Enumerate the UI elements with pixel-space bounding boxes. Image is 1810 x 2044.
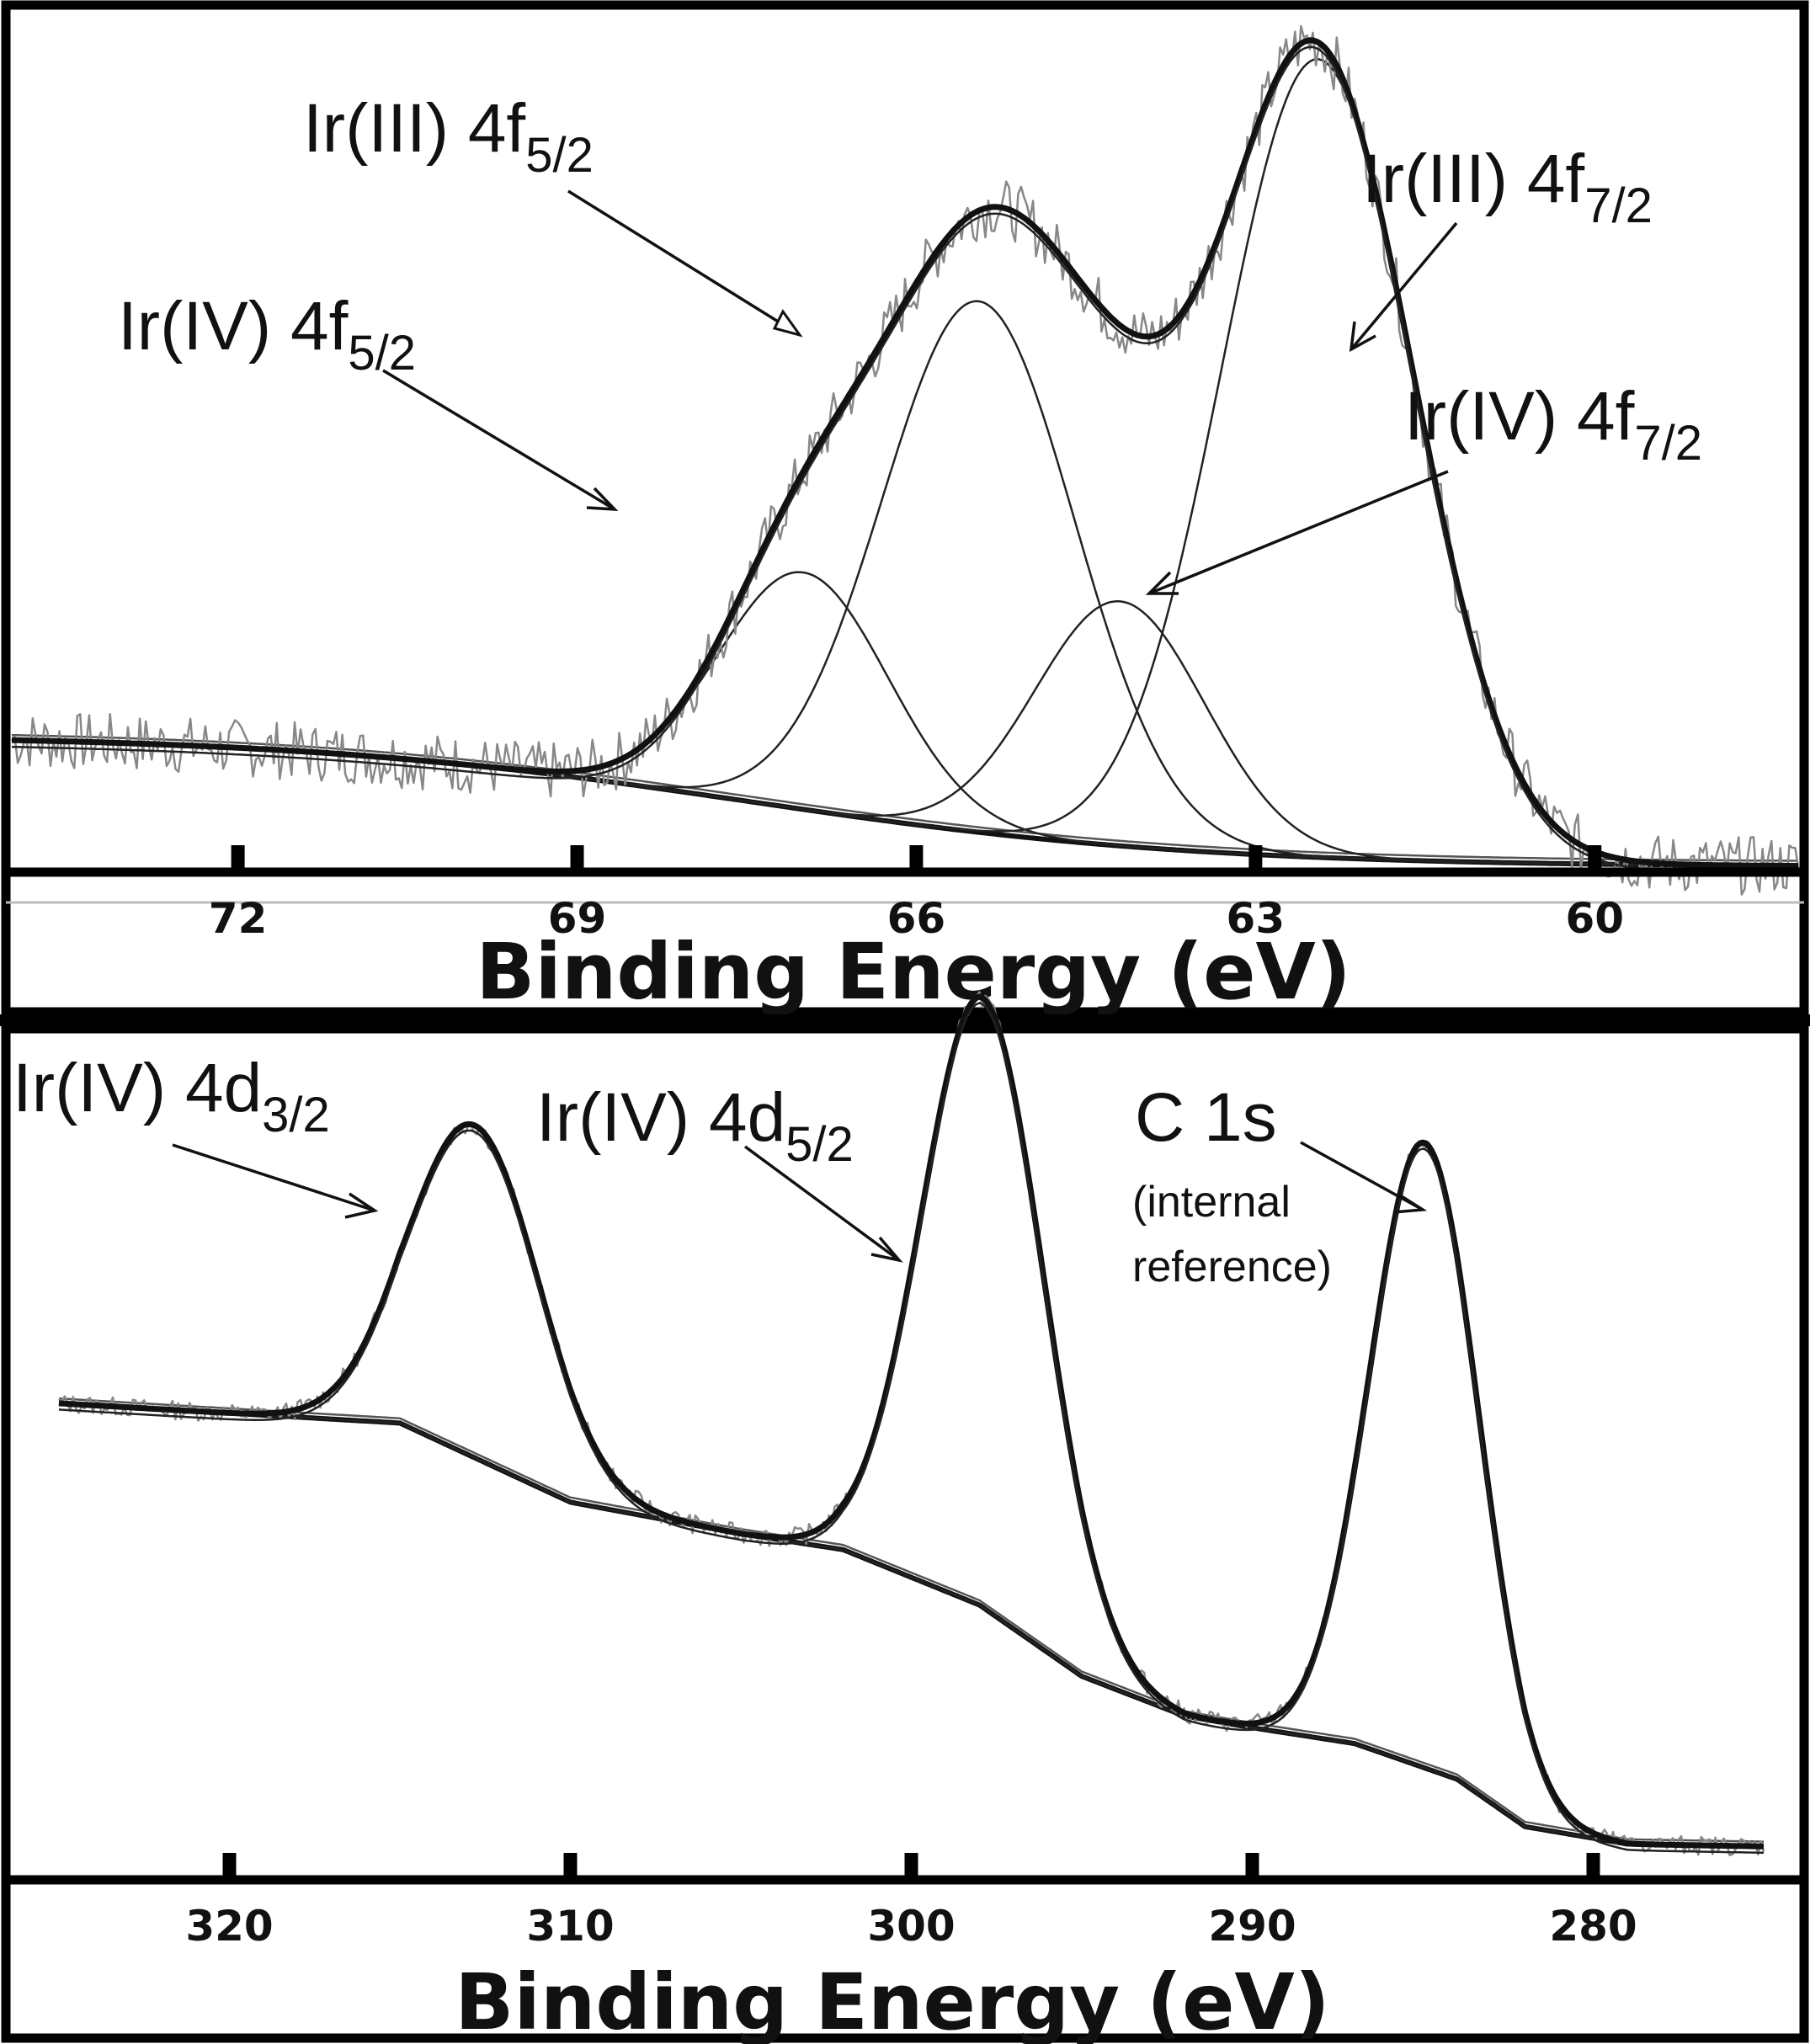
top-label-ir4-4f72-main: Ir(IV) 4f — [1404, 378, 1635, 455]
top-label-ir3-4f52-main: Ir(III) 4f — [303, 90, 525, 167]
bottom-label-ir4-4d52-sub: 5/2 — [785, 1117, 854, 1172]
bottom-label-c1s-note-1: (internal — [1132, 1178, 1291, 1227]
bottom-panel: 320 310 300 290 280 Binding Energy (eV) Ir(I… — [1, 991, 1809, 2044]
top-curves — [10, 24, 1800, 896]
top-arrow-ir3-4f52 — [567, 189, 803, 338]
bottom-tick-label-310: 310 — [526, 1902, 614, 1951]
bottom-arrow-ir4-4d32 — [172, 1143, 379, 1219]
bottom-label-ir4-4d52: Ir(IV) 4d5/2 — [536, 1079, 854, 1172]
top-label-ir3-4f52-sub: 5/2 — [525, 128, 594, 183]
top-panel: 72 69 66 63 60 Binding Energy (eV) Ir(III) 4… — [1, 0, 1809, 1017]
top-label-ir4-4f52: Ir(IV) 4f5/2 — [118, 288, 416, 381]
top-label-ir3-4f52: Ir(III) 4f5/2 — [303, 90, 594, 183]
top-arrow-ir4-4f52 — [382, 369, 619, 512]
bottom-label-ir4-4d52-main: Ir(IV) 4d — [536, 1079, 785, 1156]
top-tick-label-72: 72 — [209, 894, 268, 943]
top-label-ir3-4f72-sub: 7/2 — [1584, 178, 1653, 233]
bottom-label-c1s: C 1s — [1135, 1079, 1277, 1156]
top-panel-frame — [1, 0, 1809, 1017]
top-envelope — [12, 37, 1798, 869]
bottom-x-ticks: 320 310 300 290 280 — [185, 1853, 1637, 1951]
top-background-line-2 — [12, 733, 1798, 862]
bottom-curves — [58, 991, 1765, 1856]
bottom-tick-label-280: 280 — [1549, 1902, 1637, 1951]
top-tick-label-66: 66 — [887, 894, 946, 943]
top-label-ir4-4f52-main: Ir(IV) 4f — [118, 288, 349, 365]
top-x-axis-title: Binding Energy (eV) — [476, 927, 1351, 1017]
bottom-panel-frame — [1, 1024, 1809, 2043]
top-envelope-2 — [11, 45, 1798, 874]
bottom-arrow-ir4-4d52 — [743, 1145, 903, 1263]
top-label-ir3-4f72-main: Ir(III) 4f — [1362, 141, 1584, 217]
bottom-label-ir4-4d32-main: Ir(IV) 4d — [13, 1050, 262, 1126]
bottom-background-line-2 — [58, 1397, 1765, 1843]
bottom-label-ir4-4d32: Ir(IV) 4d3/2 — [13, 1050, 330, 1142]
bottom-tick-label-290: 290 — [1208, 1902, 1296, 1951]
top-x-ticks: 72 69 66 63 60 — [209, 845, 1624, 943]
top-tick-label-60: 60 — [1565, 894, 1624, 943]
top-arrow-ir4-4f72 — [1145, 470, 1449, 595]
bottom-tick-label-300: 300 — [867, 1902, 955, 1951]
bottom-arrow-c1s — [1300, 1141, 1428, 1214]
top-tick-label-63: 63 — [1227, 894, 1286, 943]
bottom-label-c1s-note-2: reference) — [1132, 1243, 1332, 1291]
top-label-ir4-4f52-sub: 5/2 — [348, 326, 416, 381]
bottom-label-ir4-4d32-sub: 3/2 — [262, 1088, 330, 1142]
top-label-ir4-4f72-sub: 7/2 — [1634, 416, 1702, 471]
top-arrow-ir3-4f72 — [1349, 221, 1458, 353]
bottom-x-axis-title: Binding Energy (eV) — [455, 1957, 1330, 2044]
top-tick-label-69: 69 — [548, 894, 607, 943]
bottom-tick-label-320: 320 — [185, 1902, 273, 1951]
bottom-envelope-2 — [58, 1002, 1764, 1855]
top-label-ir3-4f72: Ir(III) 4f7/2 — [1362, 141, 1653, 233]
top-label-ir4-4f72: Ir(IV) 4f7/2 — [1404, 378, 1702, 471]
